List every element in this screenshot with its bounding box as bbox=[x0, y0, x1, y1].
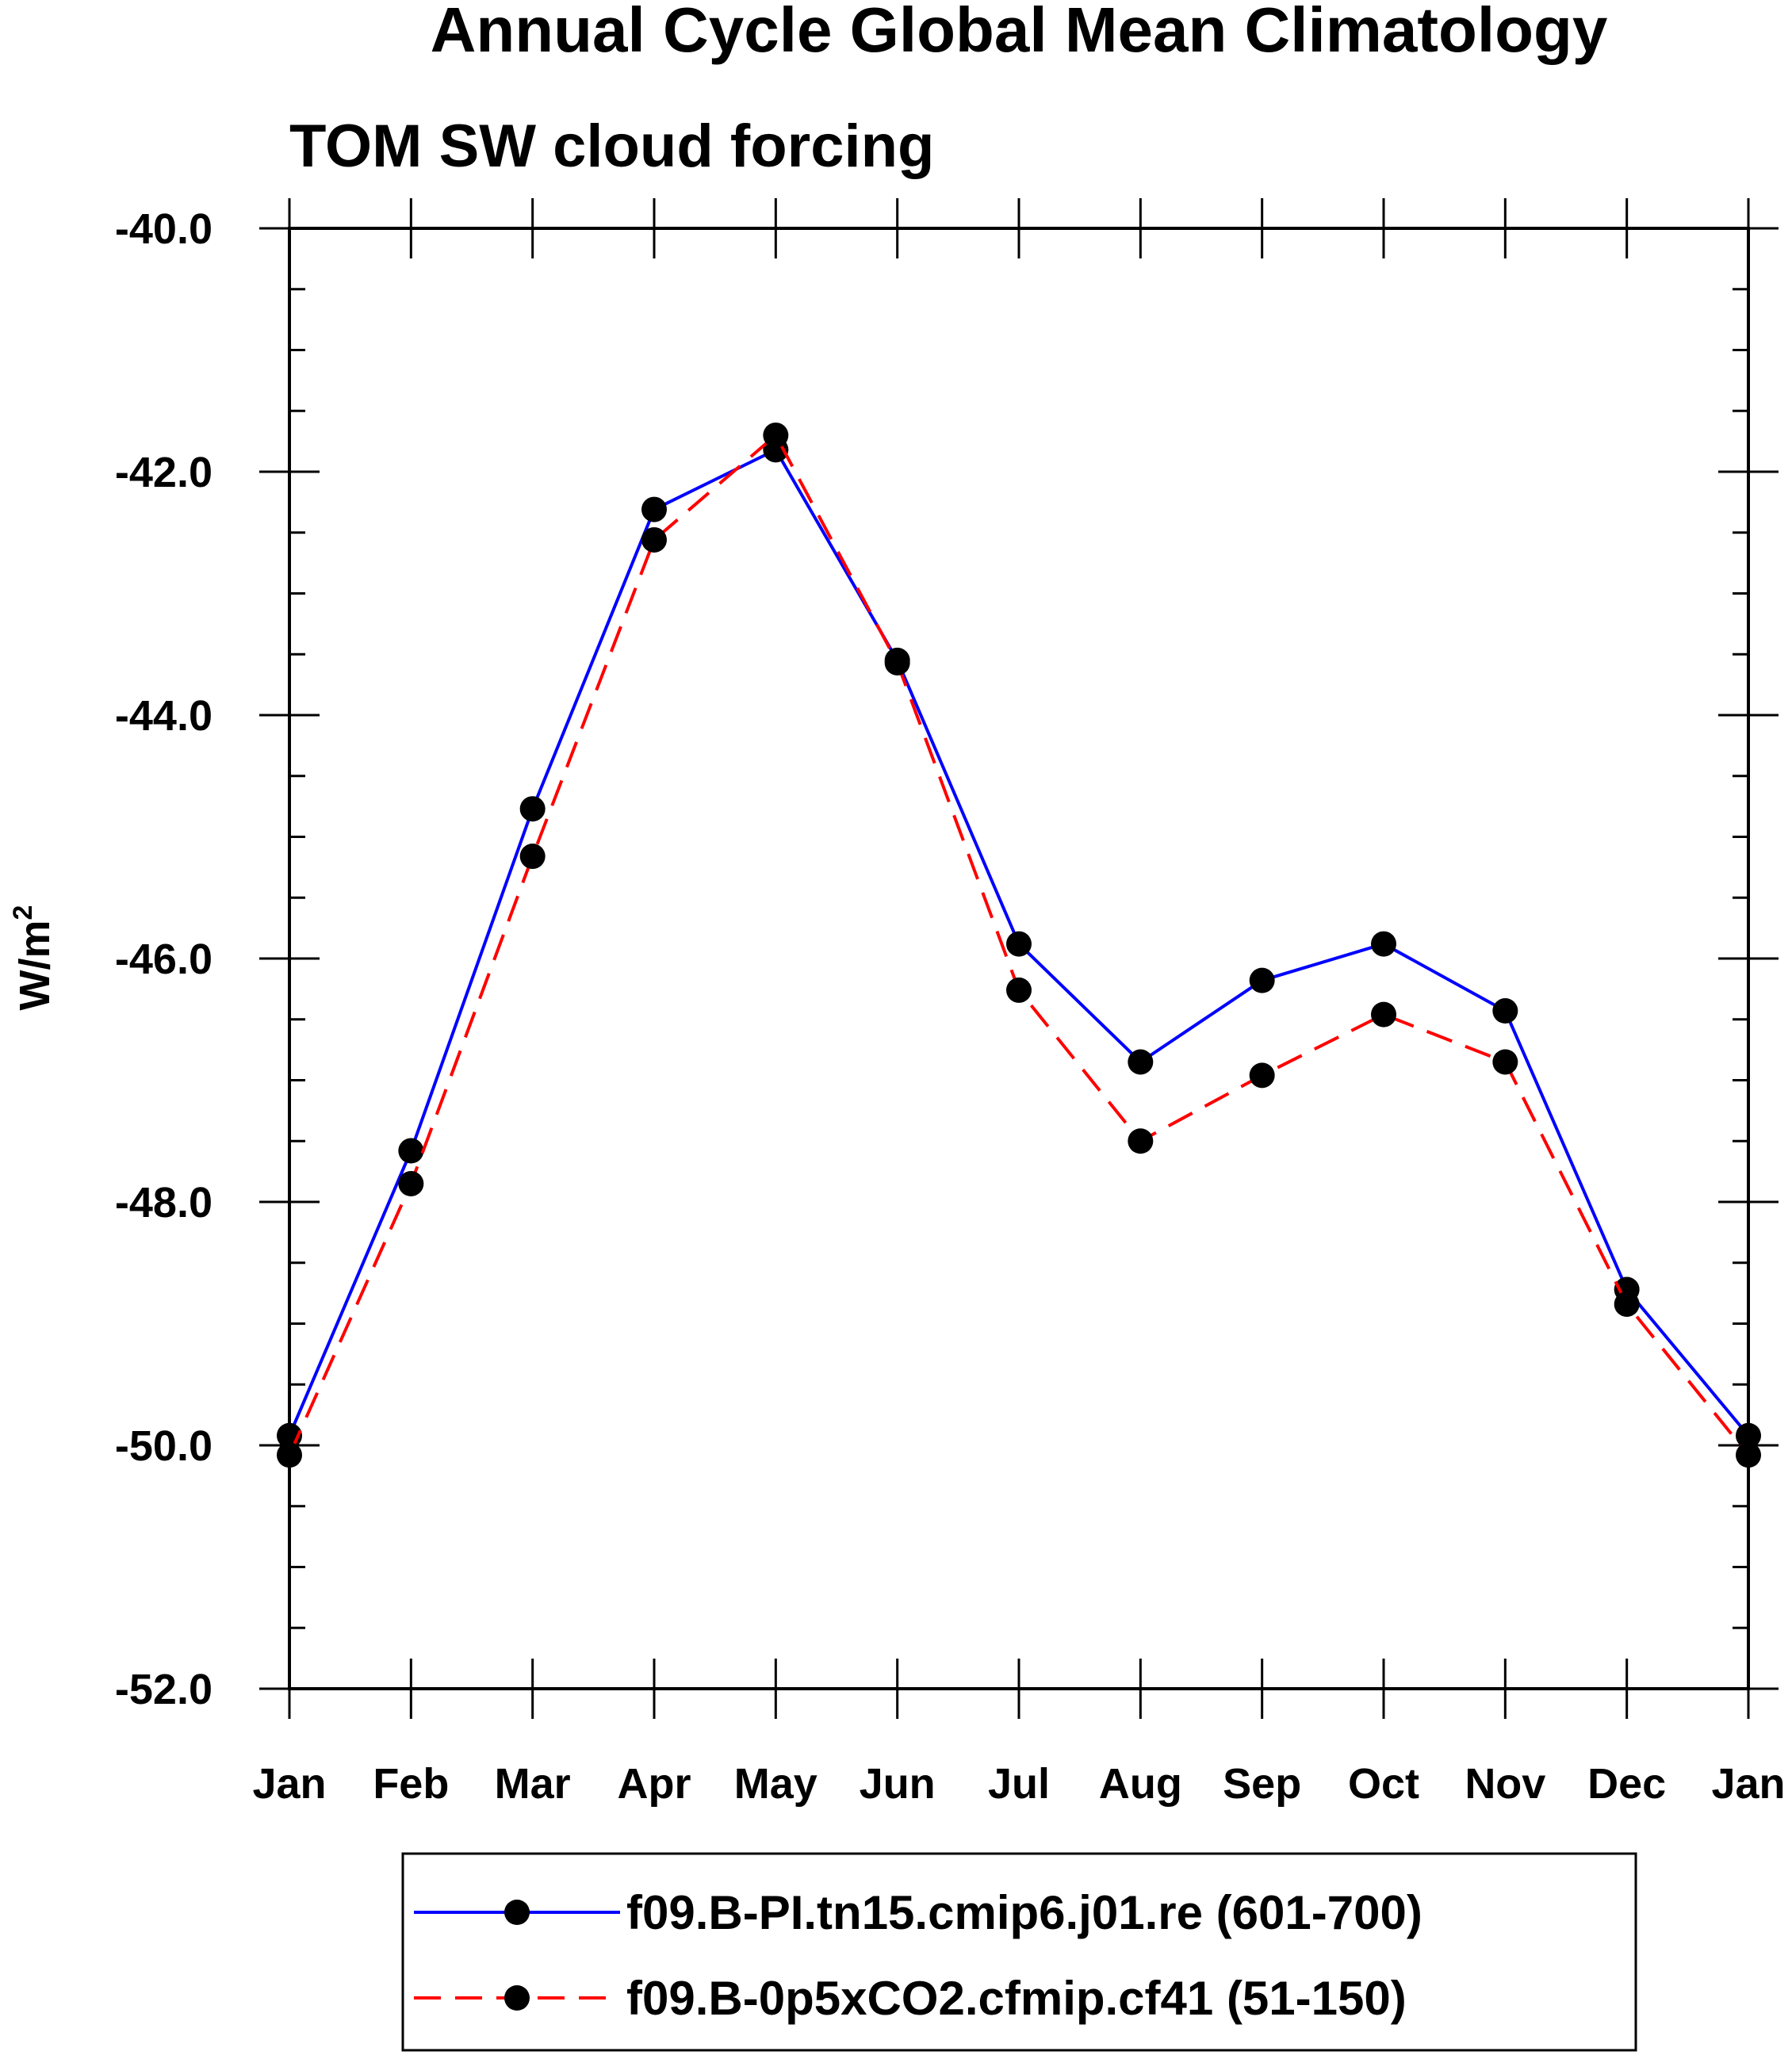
series-point bbox=[641, 496, 667, 522]
series-point bbox=[1492, 1049, 1518, 1075]
series-point bbox=[1006, 931, 1032, 957]
x-tick-label: Mar bbox=[495, 1760, 571, 1808]
x-tick-label: Nov bbox=[1465, 1760, 1545, 1808]
x-tick-label: Oct bbox=[1348, 1760, 1419, 1808]
series-point bbox=[519, 796, 546, 822]
y-axis-label-superscript: 2 bbox=[8, 905, 38, 920]
legend-box bbox=[401, 1852, 1637, 2052]
y-tick-label: -46.0 bbox=[115, 936, 213, 983]
y-tick-label: -48.0 bbox=[115, 1179, 213, 1226]
chart-subtitle: TOM SW cloud forcing bbox=[289, 113, 934, 180]
x-tick-label: Aug bbox=[1099, 1760, 1182, 1808]
series-point bbox=[1128, 1128, 1154, 1154]
series-point bbox=[1614, 1291, 1640, 1317]
legend-entry-1: f09.B-PI.tn15.cmip6.j01.re (601-700) bbox=[414, 1886, 1422, 1939]
x-tick-label: Jun bbox=[860, 1760, 936, 1808]
x-tick-label: Jan bbox=[252, 1760, 326, 1808]
legend-marker bbox=[504, 1985, 530, 2011]
series-point bbox=[1492, 998, 1518, 1024]
chart-title: Annual Cycle Global Mean Climatology bbox=[431, 0, 1608, 65]
y-tick-label: -52.0 bbox=[115, 1666, 213, 1713]
x-tick-label: Dec bbox=[1587, 1760, 1666, 1808]
series-point bbox=[398, 1170, 424, 1196]
series-point bbox=[763, 422, 789, 448]
series-point bbox=[1371, 1001, 1396, 1028]
x-tick-label: Jan bbox=[1711, 1760, 1785, 1808]
series-point bbox=[1128, 1049, 1154, 1075]
x-tick-labels: Jan Feb Mar Apr May Jun Jul Aug Sep Oct Nov Dec Jan bbox=[252, 1760, 1785, 1808]
legend-items: f09.B-PI.tn15.cmip6.j01.re (601-700) f09.… bbox=[414, 1886, 1422, 2025]
series-point bbox=[1006, 977, 1032, 1003]
series-point bbox=[398, 1138, 424, 1164]
y-axis-label: W/m2 bbox=[8, 905, 59, 1011]
axis-ticks bbox=[259, 198, 1779, 1719]
legend-label: f09.B-0p5xCO2.cfmip.cf41 (51-150) bbox=[626, 1972, 1407, 2025]
x-tick-label: Jul bbox=[988, 1760, 1050, 1808]
y-tick-label: -42.0 bbox=[115, 449, 213, 496]
y-tick-label: -44.0 bbox=[115, 692, 213, 740]
series-point bbox=[884, 649, 910, 675]
legend-marker bbox=[504, 1900, 530, 1925]
legend: f09.B-PI.tn15.cmip6.j01.re (601-700) f09.… bbox=[401, 1852, 1637, 2052]
series-point bbox=[1249, 1062, 1275, 1089]
series-layer bbox=[277, 422, 1761, 1468]
series-point bbox=[519, 844, 546, 870]
y-tick-label: -40.0 bbox=[115, 205, 213, 253]
plot-frame bbox=[288, 227, 1750, 1690]
series-point bbox=[1249, 967, 1275, 993]
legend-entry-2: f09.B-0p5xCO2.cfmip.cf41 (51-150) bbox=[414, 1972, 1407, 2025]
y-tick-label: -50.0 bbox=[115, 1422, 213, 1470]
legend-label: f09.B-PI.tn15.cmip6.j01.re (601-700) bbox=[626, 1886, 1422, 1939]
y-tick-labels: -52.0 -50.0 -48.0 -46.0 -44.0 -42.0 -40.0 bbox=[115, 205, 213, 1713]
x-tick-label: May bbox=[734, 1760, 818, 1808]
y-axis-label-text: W/m bbox=[11, 920, 59, 1010]
x-tick-label: Apr bbox=[618, 1760, 691, 1808]
x-tick-label: Sep bbox=[1223, 1760, 1301, 1808]
x-tick-label: Feb bbox=[373, 1760, 449, 1808]
series-point bbox=[1371, 931, 1396, 957]
series-point bbox=[641, 526, 667, 553]
